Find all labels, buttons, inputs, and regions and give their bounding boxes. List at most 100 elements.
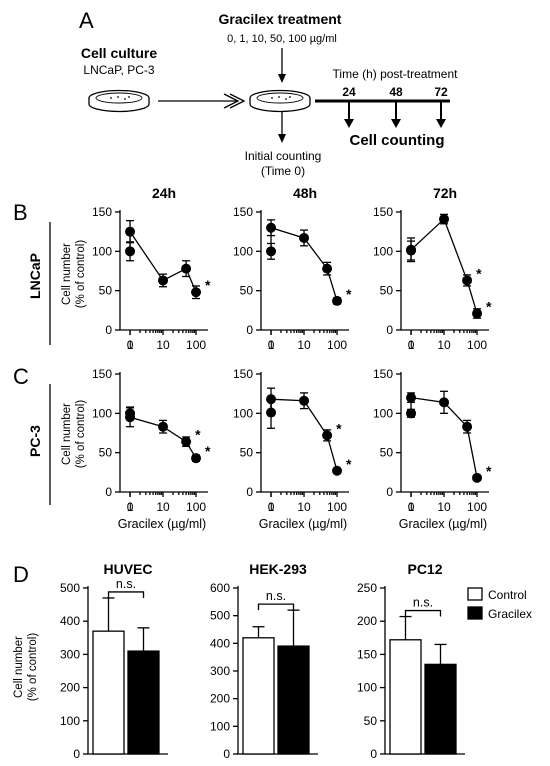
bar-chart-1: HUVEC 0 100 200 300 400 500 n.s.	[60, 561, 168, 761]
data-point	[266, 222, 277, 233]
y-tick-label: 200	[60, 681, 80, 695]
bar-chart-3: PC12 0 50 100 150 200 250 n.s.	[357, 561, 465, 761]
y-tick-label: 150	[233, 205, 253, 219]
y-tick-label: 100	[60, 714, 80, 728]
data-point	[322, 263, 333, 274]
panel-letter-d: D	[13, 562, 29, 587]
y-tick-label: 150	[373, 367, 393, 381]
culture-title: Cell culture	[81, 45, 157, 61]
y-axis-label-b-line2: (% of control)	[75, 240, 87, 309]
data-point	[299, 395, 310, 406]
y-tick-label: 200	[210, 692, 230, 706]
x-tick-label: 0	[408, 500, 415, 514]
x-tick-label: 100	[327, 500, 347, 514]
dose-list: 0, 1, 10, 50, 100 µg/ml	[227, 33, 337, 45]
panel-letter-a: A	[79, 8, 94, 33]
y-tick-label: 100	[373, 244, 393, 258]
y-tick-label: 50	[364, 714, 378, 728]
x-tick-label: 100	[186, 500, 206, 514]
x-tick-label: 100	[186, 338, 206, 352]
ns-annotation: n.s.	[116, 577, 136, 591]
initial-arrow-icon	[278, 112, 286, 143]
y-tick-label: 0	[105, 485, 112, 499]
data-point	[322, 430, 333, 441]
y-tick-label: 0	[73, 747, 80, 761]
time-72: 72	[434, 85, 448, 99]
data-point	[462, 421, 473, 432]
significance-star: *	[346, 456, 352, 472]
data-point	[125, 412, 136, 423]
data-point	[181, 436, 192, 447]
x-tick-label: 1	[268, 500, 275, 514]
significance-bracket	[257, 603, 295, 611]
y-tick-label: 0	[370, 747, 377, 761]
chart-title: HEK-293	[249, 561, 307, 577]
data-point	[299, 232, 310, 243]
y-axis-label-c-line2: (% of control)	[75, 400, 87, 469]
x-tick-label: 0	[127, 500, 134, 514]
y-tick-label: 50	[380, 446, 394, 460]
y-tick-label: 500	[210, 609, 230, 623]
significance-bracket	[404, 609, 442, 617]
x-tick-label: 10	[156, 500, 170, 514]
y-tick-label: 0	[386, 323, 393, 337]
legend-swatch-control	[467, 587, 483, 601]
bar	[92, 630, 125, 755]
chart-title: 48h	[293, 185, 317, 201]
initial-counting-label: Initial counting	[245, 149, 322, 163]
data-point	[332, 295, 343, 306]
y-tick-label: 50	[99, 446, 113, 460]
legend: Control Gracilex	[467, 587, 532, 621]
cell-counting-label: Cell counting	[350, 132, 445, 149]
x-tick-label: 0	[268, 338, 275, 352]
y-tick-label: 50	[99, 284, 113, 298]
y-tick-label: 300	[210, 664, 230, 678]
initial-counting-time: (Time 0)	[261, 164, 305, 178]
y-tick-label: 150	[92, 367, 112, 381]
data-point	[439, 214, 450, 225]
x-tick-label: 1	[408, 500, 415, 514]
data-point	[406, 392, 417, 403]
y-tick-label: 100	[357, 681, 377, 695]
data-point	[472, 472, 483, 483]
row-label-lncap: LNCaP	[27, 253, 43, 299]
x-tick-label: 10	[437, 338, 451, 352]
x-axis-label: Gracilex (µg/ml)	[399, 517, 487, 531]
y-tick-label: 100	[92, 244, 112, 258]
significance-star: *	[205, 443, 211, 459]
y-tick-label: 400	[210, 636, 230, 650]
x-tick-label: 1	[127, 500, 134, 514]
y-tick-label: 250	[357, 581, 377, 595]
data-point	[406, 408, 417, 419]
chart-title: 24h	[152, 185, 176, 201]
data-point	[191, 453, 202, 464]
y-tick-label: 100	[373, 406, 393, 420]
y-tick-label: 50	[240, 446, 254, 460]
data-point	[158, 275, 169, 286]
time-24: 24	[342, 85, 356, 99]
y-tick-label: 50	[240, 284, 254, 298]
x-axis-label: Gracilex (µg/ml)	[259, 517, 347, 531]
bar	[424, 663, 457, 755]
data-point	[125, 246, 136, 257]
time-48: 48	[389, 85, 403, 99]
y-tick-label: 150	[92, 205, 112, 219]
row-label-pc3-group: PC-3	[27, 384, 51, 505]
y-tick-label: 100	[233, 406, 253, 420]
transfer-arrow-icon	[158, 93, 246, 109]
x-tick-label: 100	[327, 338, 347, 352]
data-point	[181, 263, 192, 274]
y-tick-label: 100	[210, 719, 230, 733]
bar	[242, 637, 275, 755]
y-tick-label: 50	[380, 284, 394, 298]
significance-star: *	[195, 427, 201, 443]
y-axis-label-c-line1: Cell number	[61, 403, 73, 465]
data-point	[332, 465, 343, 476]
y-tick-label: 0	[105, 323, 112, 337]
legend-label-gracilex: Gracilex	[488, 607, 532, 621]
